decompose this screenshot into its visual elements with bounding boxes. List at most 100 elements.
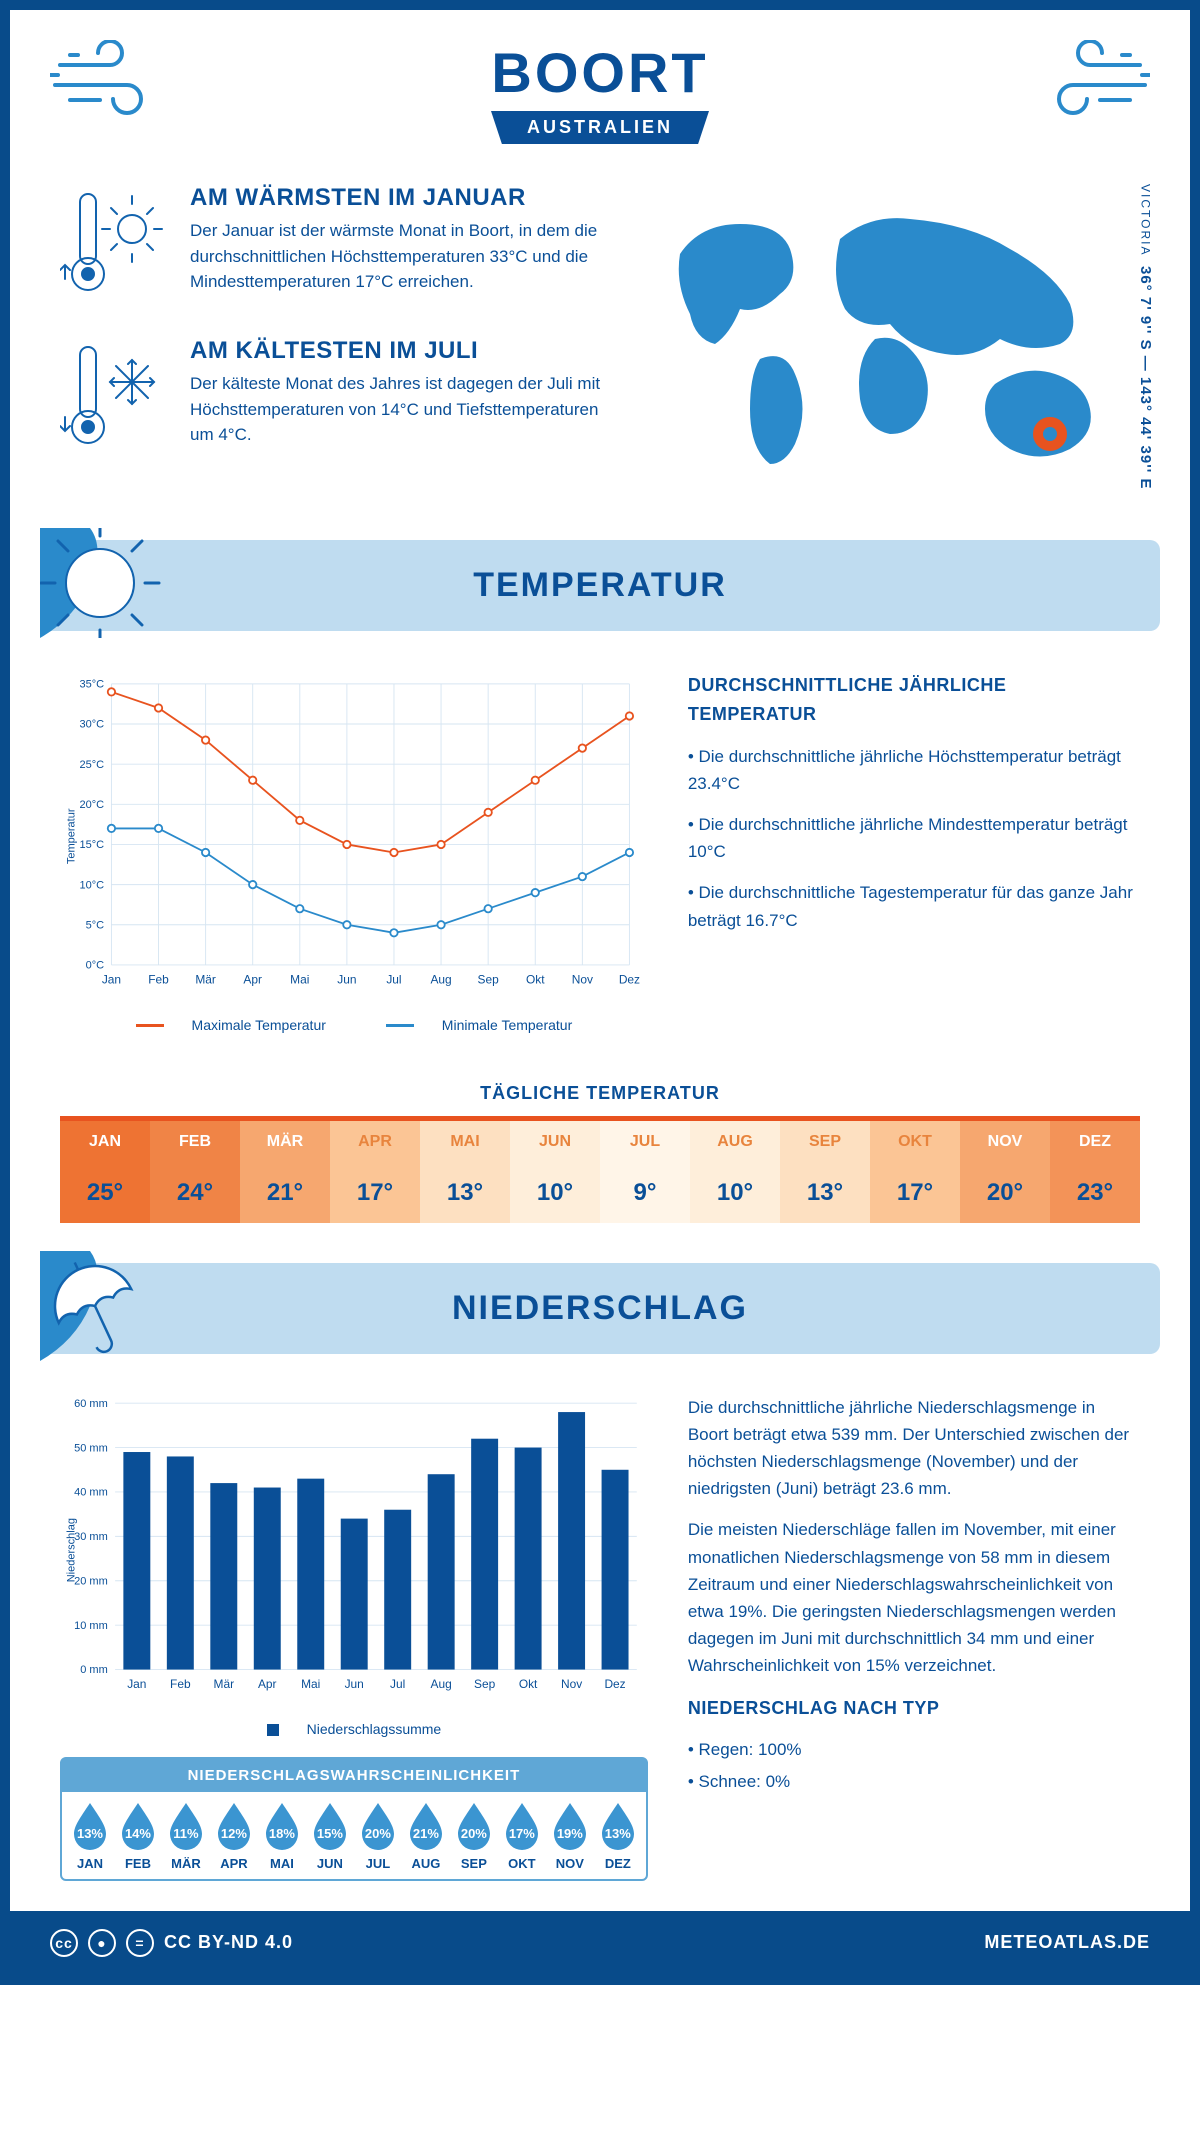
daily-temp-table: JAN25°FEB24°MÄR21°APR17°MAI13°JUN10°JUL9… xyxy=(60,1116,1140,1223)
precip-type-line: • Schnee: 0% xyxy=(688,1768,1140,1795)
prob-col: 19%NOV xyxy=(546,1800,594,1871)
temp-col: AUG10° xyxy=(690,1121,780,1223)
raindrop-icon: 12% xyxy=(212,1800,256,1850)
fact-text: Der kälteste Monat des Jahres ist dagege… xyxy=(190,371,610,448)
fact-title: AM WÄRMSTEN IM JANUAR xyxy=(190,184,610,212)
svg-text:10°C: 10°C xyxy=(79,879,104,891)
raindrop-icon: 13% xyxy=(68,1800,112,1850)
prob-col: 13%JAN xyxy=(66,1800,114,1871)
svg-text:Jun: Jun xyxy=(345,1677,364,1691)
section-title: TEMPERATUR xyxy=(60,566,1140,605)
raindrop-icon: 20% xyxy=(356,1800,400,1850)
stats-title: DURCHSCHNITTLICHE JÄHRLICHE TEMPERATUR xyxy=(688,671,1140,729)
svg-text:30 mm: 30 mm xyxy=(74,1531,108,1543)
prob-col: 12%APR xyxy=(210,1800,258,1871)
by-icon: ● xyxy=(88,1929,116,1957)
prob-col: 21%AUG xyxy=(402,1800,450,1871)
raindrop-icon: 18% xyxy=(260,1800,304,1850)
raindrop-icon: 11% xyxy=(164,1800,208,1850)
prob-col: 13%DEZ xyxy=(594,1800,642,1871)
temp-col: OKT17° xyxy=(870,1121,960,1223)
page-title: BOORT xyxy=(30,40,1170,105)
svg-text:Okt: Okt xyxy=(526,972,545,986)
fact-title: AM KÄLTESTEN IM JULI xyxy=(190,337,610,365)
svg-text:Mai: Mai xyxy=(290,972,309,986)
temp-col: JUL9° xyxy=(600,1121,690,1223)
svg-text:Dez: Dez xyxy=(604,1677,625,1691)
svg-text:Mär: Mär xyxy=(214,1677,235,1691)
temp-col: JAN25° xyxy=(60,1121,150,1223)
footer: cc ● = CC BY-ND 4.0 METEOATLAS.DE xyxy=(10,1911,1190,1975)
svg-text:Jul: Jul xyxy=(390,1677,405,1691)
precip-type-line: • Regen: 100% xyxy=(688,1736,1140,1763)
thermometer-snow-icon xyxy=(60,337,170,462)
raindrop-icon: 13% xyxy=(596,1800,640,1850)
temperature-chart: 0°C5°C10°C15°C20°C25°C30°C35°CJanFebMärA… xyxy=(60,671,648,1002)
svg-text:Nov: Nov xyxy=(561,1677,582,1691)
prob-col: 20%SEP xyxy=(450,1800,498,1871)
svg-text:30°C: 30°C xyxy=(79,719,104,731)
temp-col: MÄR21° xyxy=(240,1121,330,1223)
fact-coldest: AM KÄLTESTEN IM JULI Der kälteste Monat … xyxy=(60,337,610,462)
chart-legend: Maximale Temperatur Minimale Temperatur xyxy=(60,1017,648,1033)
svg-text:50 mm: 50 mm xyxy=(74,1442,108,1454)
svg-text:Nov: Nov xyxy=(572,972,593,986)
precip-paragraph: Die meisten Niederschläge fallen im Nove… xyxy=(688,1516,1140,1679)
svg-text:Jul: Jul xyxy=(386,972,401,986)
svg-text:Temperatur: Temperatur xyxy=(66,808,78,864)
svg-text:Okt: Okt xyxy=(519,1677,538,1691)
svg-text:10 mm: 10 mm xyxy=(74,1619,108,1631)
svg-text:Dez: Dez xyxy=(619,972,640,986)
svg-text:Apr: Apr xyxy=(243,972,262,986)
section-precip: NIEDERSCHLAG xyxy=(40,1263,1160,1354)
raindrop-icon: 20% xyxy=(452,1800,496,1850)
raindrop-icon: 14% xyxy=(116,1800,160,1850)
svg-text:Jun: Jun xyxy=(337,972,356,986)
svg-text:20°C: 20°C xyxy=(79,799,104,811)
temp-col: FEB24° xyxy=(150,1121,240,1223)
wind-icon xyxy=(50,40,170,120)
svg-text:5°C: 5°C xyxy=(86,919,105,931)
prob-col: 11%MÄR xyxy=(162,1800,210,1871)
svg-text:Aug: Aug xyxy=(431,1677,452,1691)
world-map xyxy=(640,184,1140,484)
svg-text:0°C: 0°C xyxy=(86,960,105,972)
svg-text:40 mm: 40 mm xyxy=(74,1486,108,1498)
site-name: METEOATLAS.DE xyxy=(984,1932,1150,1953)
fact-warmest: AM WÄRMSTEN IM JANUAR Der Januar ist der… xyxy=(60,184,610,309)
prob-col: 14%FEB xyxy=(114,1800,162,1871)
svg-text:Aug: Aug xyxy=(430,972,451,986)
page-subtitle: AUSTRALIEN xyxy=(491,111,709,144)
prob-col: 15%JUN xyxy=(306,1800,354,1871)
umbrella-icon xyxy=(40,1251,180,1361)
stat-line: • Die durchschnittliche jährliche Mindes… xyxy=(688,811,1140,865)
prob-col: 17%OKT xyxy=(498,1800,546,1871)
prob-col: 20%JUL xyxy=(354,1800,402,1871)
svg-text:Feb: Feb xyxy=(148,972,169,986)
svg-text:25°C: 25°C xyxy=(79,759,104,771)
svg-text:Apr: Apr xyxy=(258,1677,277,1691)
precip-paragraph: Die durchschnittliche jährliche Niedersc… xyxy=(688,1394,1140,1503)
license: cc ● = CC BY-ND 4.0 xyxy=(50,1929,293,1957)
svg-text:Sep: Sep xyxy=(474,1677,496,1691)
stat-line: • Die durchschnittliche jährliche Höchst… xyxy=(688,743,1140,797)
raindrop-icon: 15% xyxy=(308,1800,352,1850)
temp-col: DEZ23° xyxy=(1050,1121,1140,1223)
precip-chart: 0 mm10 mm20 mm30 mm40 mm50 mm60 mmJanFeb… xyxy=(60,1394,648,1706)
svg-text:Niederschlag: Niederschlag xyxy=(66,1518,78,1582)
svg-text:Mai: Mai xyxy=(301,1677,320,1691)
wind-icon xyxy=(1030,40,1150,120)
raindrop-icon: 17% xyxy=(500,1800,544,1850)
precip-type-title: NIEDERSCHLAG NACH TYP xyxy=(688,1694,1140,1723)
svg-text:Sep: Sep xyxy=(478,972,500,986)
cc-icon: cc xyxy=(50,1929,78,1957)
stat-line: • Die durchschnittliche Tagestemperatur … xyxy=(688,879,1140,933)
svg-text:20 mm: 20 mm xyxy=(74,1575,108,1587)
temp-col: NOV20° xyxy=(960,1121,1050,1223)
temp-col: APR17° xyxy=(330,1121,420,1223)
svg-text:15°C: 15°C xyxy=(79,839,104,851)
section-temperature: TEMPERATUR xyxy=(40,540,1160,631)
svg-text:0 mm: 0 mm xyxy=(80,1664,108,1676)
prob-col: 18%MAI xyxy=(258,1800,306,1871)
svg-text:Jan: Jan xyxy=(127,1677,146,1691)
